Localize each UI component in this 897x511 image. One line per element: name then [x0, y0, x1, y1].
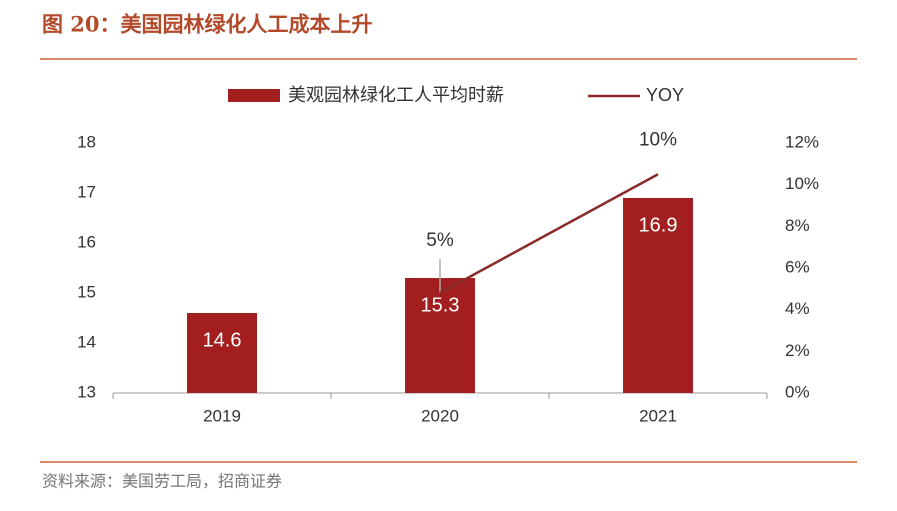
bar [187, 313, 257, 393]
y2-tick-label: 4% [785, 299, 810, 318]
chart-title: 图 20：美国园林绿化人工成本上升 [42, 12, 373, 37]
y2-tick-label: 6% [785, 257, 810, 276]
bar-value-label: 14.6 [203, 329, 242, 351]
y-tick-label: 14 [77, 332, 96, 351]
bar-value-label: 15.3 [421, 294, 460, 316]
legend-swatch [228, 89, 280, 102]
y-tick-label: 18 [77, 132, 96, 151]
y2-tick-label: 12% [785, 132, 819, 151]
x-tick-label: 2019 [203, 406, 241, 425]
y2-tick-label: 10% [785, 174, 819, 193]
y2-tick-label: 8% [785, 216, 810, 235]
bar-value-label: 16.9 [639, 214, 678, 236]
line-value-label: 5% [426, 230, 454, 251]
x-tick-label: 2021 [639, 406, 677, 425]
y-tick-label: 16 [77, 232, 96, 251]
legend-label: 美观园林绿化工人平均时薪 [288, 85, 504, 105]
y2-tick-label: 0% [785, 382, 810, 401]
bar [623, 198, 693, 393]
y-tick-label: 13 [77, 382, 96, 401]
x-tick-label: 2020 [421, 406, 459, 425]
y-tick-label: 17 [77, 182, 96, 201]
source: 资料来源：美国劳工局，招商证券 [42, 472, 282, 491]
y2-tick-label: 2% [785, 341, 810, 360]
line-value-label: 10% [639, 129, 677, 150]
bar [405, 278, 475, 393]
line [439, 173, 659, 295]
legend-label: YOY [646, 85, 684, 105]
y-tick-label: 15 [77, 282, 96, 301]
